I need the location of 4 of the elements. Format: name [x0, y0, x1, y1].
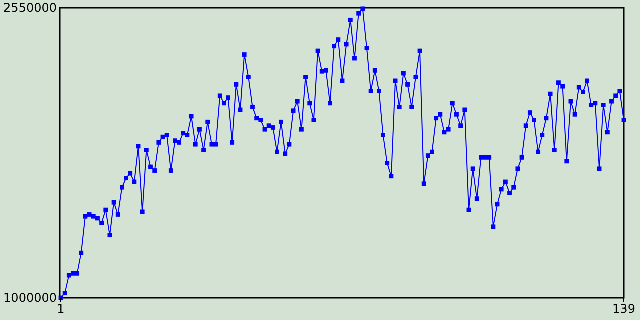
x-tick-label: 1 [57, 302, 65, 316]
y-tick-label: 1000000 [4, 291, 57, 305]
y-tick-label: 2550000 [4, 1, 57, 15]
x-tick-label: 139 [612, 302, 636, 316]
